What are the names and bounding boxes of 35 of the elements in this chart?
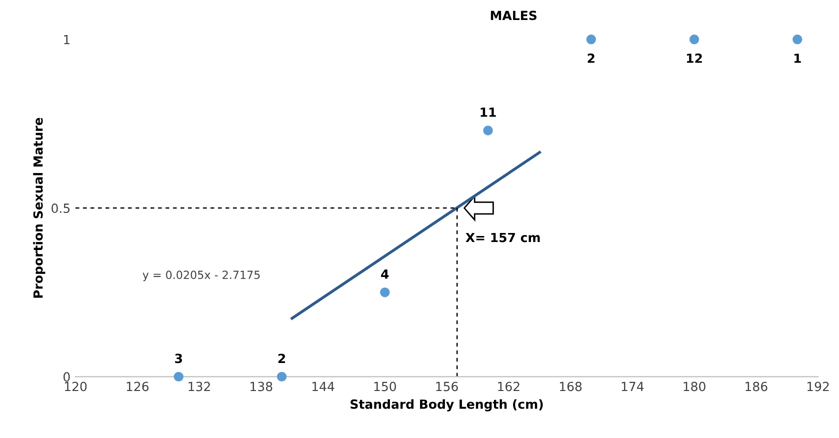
annotation: X= 157 cm — [466, 232, 540, 242]
x-tick-label: 156 — [436, 382, 458, 392]
x-tick-label: 126 — [126, 382, 149, 392]
annotation: 12 — [686, 54, 702, 63]
x-tick-label: 120 — [64, 382, 87, 392]
annotation: 3 — [175, 354, 182, 364]
annotation: 2 — [278, 354, 286, 363]
x-tick-label: 138 — [250, 382, 272, 392]
x-axis-title: Standard Body Length (cm) — [350, 399, 543, 412]
x-tick-label: 132 — [188, 382, 210, 392]
x-tick-label: 174 — [622, 382, 644, 392]
y-tick-label: 0 — [64, 372, 70, 382]
x-tick-label: 180 — [684, 382, 706, 392]
annotation: y = 0.0205x - 2.7175 — [142, 270, 260, 282]
point — [689, 34, 700, 44]
x-tick-label: 168 — [560, 382, 582, 392]
annotation: 4 — [381, 270, 389, 279]
x-tick-label: 192 — [807, 382, 829, 392]
point — [483, 126, 493, 136]
chart-title: MALES — [490, 10, 536, 20]
point — [276, 372, 287, 382]
point — [792, 34, 802, 44]
annotation: 2 — [588, 54, 594, 63]
y-tick-label: 1 — [64, 35, 70, 44]
annotation: 11 — [480, 108, 496, 117]
y-tick-label: 0.5 — [52, 204, 70, 213]
point — [586, 34, 596, 44]
x-tick-label: 162 — [498, 382, 520, 392]
point — [380, 288, 390, 298]
point — [174, 372, 184, 382]
x-tick-label: 186 — [746, 382, 768, 392]
y-axis-title: Proportion Sexual Mature — [33, 118, 46, 298]
annotation: 1 — [794, 54, 801, 63]
x-tick-label: 144 — [312, 382, 334, 392]
x-tick-label: 150 — [374, 382, 396, 392]
